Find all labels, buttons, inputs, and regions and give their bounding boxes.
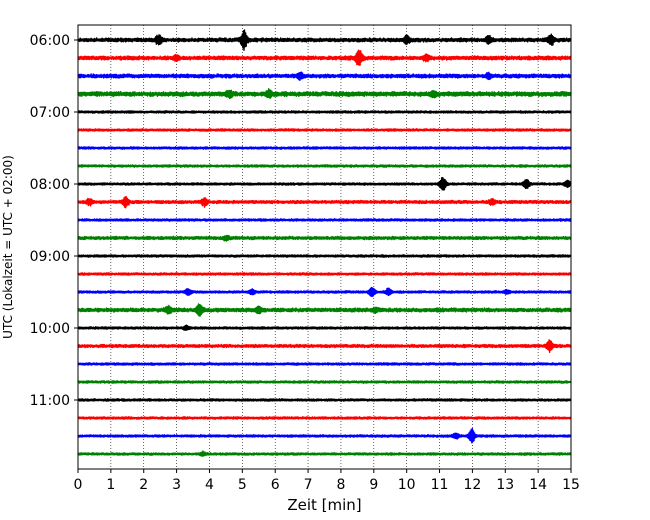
x-tick-label-7: 7 bbox=[304, 477, 313, 493]
x-tick-label-10: 10 bbox=[398, 477, 416, 493]
x-tick-label-9: 9 bbox=[369, 477, 378, 493]
x-tick-label-5: 5 bbox=[238, 477, 247, 493]
trace-1115 bbox=[77, 416, 572, 420]
x-tick-label-13: 13 bbox=[496, 477, 514, 493]
trace-1030 bbox=[77, 362, 572, 366]
trace-0800 bbox=[77, 177, 572, 191]
trace-0630 bbox=[77, 71, 572, 81]
trace-1130 bbox=[77, 428, 572, 444]
trace-1045 bbox=[77, 380, 572, 384]
vertical-gridlines bbox=[110, 25, 539, 469]
trace-1100 bbox=[77, 398, 572, 402]
trace-0600 bbox=[77, 29, 572, 51]
trace-1145 bbox=[77, 450, 572, 457]
trace-1015 bbox=[77, 339, 572, 354]
x-tick-label-12: 12 bbox=[463, 477, 481, 493]
y-tick-label-1000: 10:00 bbox=[30, 321, 70, 337]
y-tick-label-0700: 07:00 bbox=[30, 105, 70, 121]
seismic-traces bbox=[77, 29, 572, 457]
trace-0715 bbox=[77, 128, 572, 132]
trace-0830 bbox=[77, 218, 572, 222]
trace-0815 bbox=[77, 196, 572, 209]
x-tick-label-14: 14 bbox=[529, 477, 547, 493]
trace-0645 bbox=[77, 88, 572, 100]
x-tick-label-11: 11 bbox=[431, 477, 449, 493]
y-tick-label-0800: 08:00 bbox=[30, 177, 70, 193]
y-tick-label-0600: 06:00 bbox=[30, 33, 70, 49]
x-tick-label-15: 15 bbox=[562, 477, 580, 493]
x-tick-label-8: 8 bbox=[336, 477, 345, 493]
trace-1000 bbox=[77, 324, 572, 331]
trace-0845 bbox=[77, 234, 572, 242]
x-axis-label: Zeit [min] bbox=[287, 496, 361, 514]
x-axis-ticks: 0 1 2 3 4 5 6 7 8 9 10 11 12 13 14 15 bbox=[74, 469, 580, 493]
trace-0745 bbox=[77, 164, 572, 168]
trace-0700 bbox=[77, 110, 572, 114]
x-tick-label-1: 1 bbox=[106, 477, 115, 493]
trace-0900 bbox=[77, 254, 572, 258]
plot-area-frame bbox=[77, 24, 572, 470]
trace-0730 bbox=[77, 146, 572, 150]
y-axis-label: UTC (Lokalzeit = UTC + 02:00) bbox=[1, 155, 15, 339]
trace-0945 bbox=[77, 303, 572, 317]
trace-0930 bbox=[77, 286, 572, 298]
y-axis-ticks: 06:00 07:00 08:00 09:00 10:00 11:00 bbox=[30, 33, 78, 409]
x-tick-label-3: 3 bbox=[172, 477, 181, 493]
y-tick-label-0900: 09:00 bbox=[30, 249, 70, 265]
x-tick-label-2: 2 bbox=[139, 477, 148, 493]
x-tick-label-0: 0 bbox=[74, 477, 83, 493]
y-tick-label-1100: 11:00 bbox=[30, 393, 70, 409]
trace-0915 bbox=[77, 272, 572, 276]
trace-0615 bbox=[77, 49, 572, 66]
x-tick-label-6: 6 bbox=[271, 477, 280, 493]
x-tick-label-4: 4 bbox=[205, 477, 214, 493]
